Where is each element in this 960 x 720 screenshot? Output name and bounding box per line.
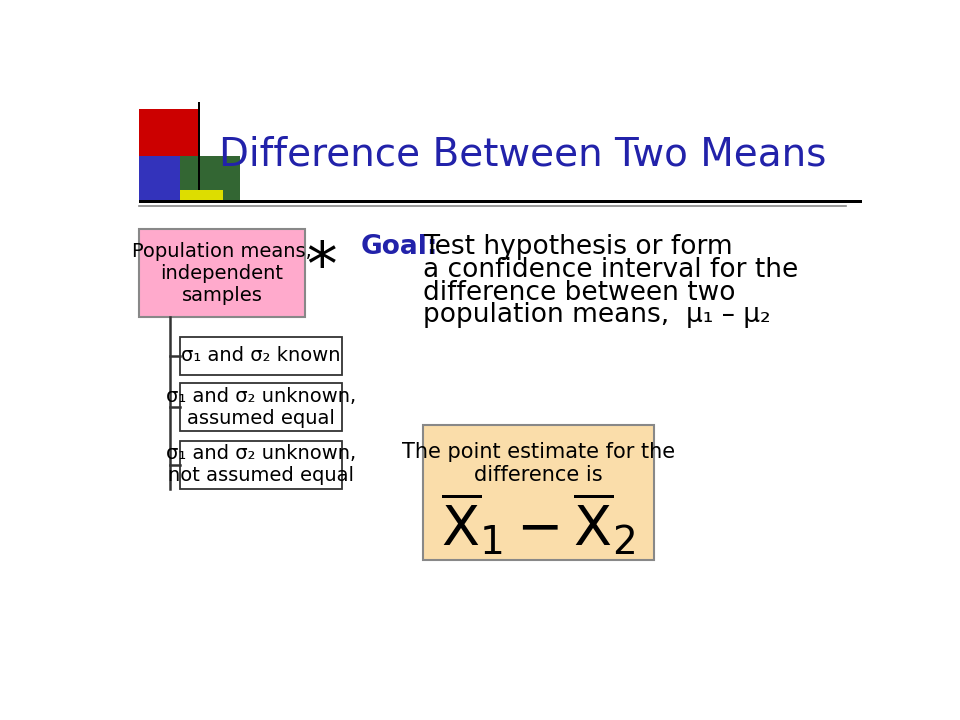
Text: *: * — [305, 239, 336, 298]
Text: $\overline{\mathsf{X}}_1 - \overline{\mathsf{X}}_2$: $\overline{\mathsf{X}}_1 - \overline{\ma… — [441, 492, 636, 558]
FancyBboxPatch shape — [180, 337, 342, 375]
Bar — [139, 200, 863, 202]
Text: Difference Between Two Means: Difference Between Two Means — [219, 135, 827, 173]
FancyBboxPatch shape — [422, 426, 654, 560]
Text: σ₁ and σ₂ unknown,
not assumed equal: σ₁ and σ₂ unknown, not assumed equal — [166, 444, 356, 485]
Text: σ₁ and σ₂ unknown,
assumed equal: σ₁ and σ₂ unknown, assumed equal — [166, 387, 356, 428]
Bar — [198, 102, 201, 202]
Text: Test hypothesis or form: Test hypothesis or form — [422, 234, 732, 260]
Bar — [180, 156, 240, 202]
FancyBboxPatch shape — [180, 383, 342, 431]
Text: difference between two: difference between two — [422, 279, 735, 305]
Bar — [139, 109, 200, 160]
FancyBboxPatch shape — [139, 229, 305, 318]
FancyBboxPatch shape — [180, 441, 342, 489]
Text: Goal:: Goal: — [361, 234, 439, 260]
Text: population means,  μ₁ – μ₂: population means, μ₁ – μ₂ — [422, 302, 770, 328]
Text: a confidence interval for the: a confidence interval for the — [422, 257, 798, 283]
Bar — [180, 190, 223, 202]
Text: σ₁ and σ₂ known: σ₁ and σ₂ known — [181, 346, 341, 365]
Bar — [139, 156, 185, 202]
Text: Population means,
independent
samples: Population means, independent samples — [132, 242, 312, 305]
Text: The point estimate for the
difference is: The point estimate for the difference is — [401, 442, 675, 485]
